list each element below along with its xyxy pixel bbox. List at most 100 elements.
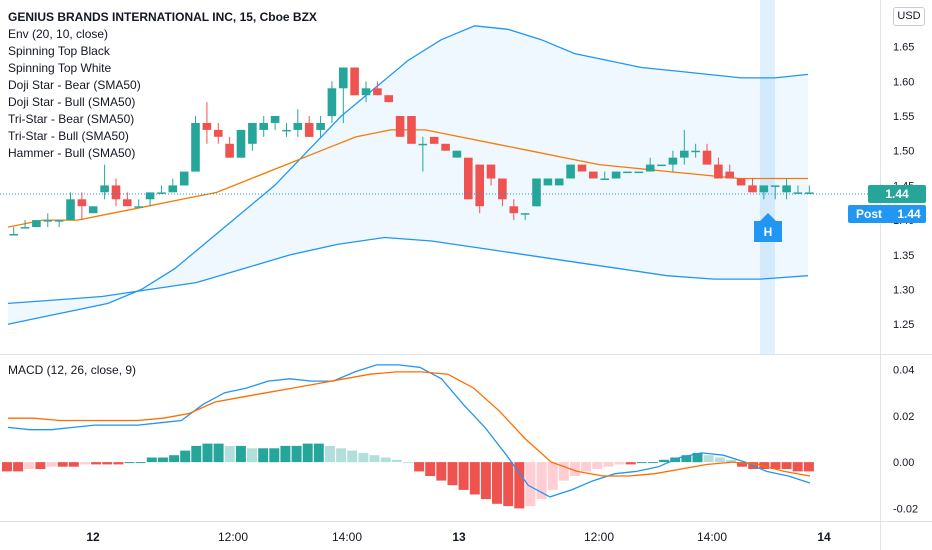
legend-doji-star-bear[interactable]: Doji Star - Bear (SMA50)	[8, 78, 141, 92]
macd-histogram-bar	[169, 455, 180, 463]
hammer-marker-label: H	[764, 225, 773, 239]
candle-body	[384, 95, 393, 103]
candle-body	[509, 206, 519, 214]
macd-histogram-bar	[347, 450, 358, 463]
macd-histogram-bar	[659, 459, 670, 463]
macd-histogram-bar	[725, 459, 736, 463]
candle-body	[123, 199, 132, 207]
signal-line	[8, 371, 811, 477]
candle-body	[179, 171, 189, 186]
candle-body	[748, 185, 757, 193]
legend-spinning-top-white[interactable]: Spinning Top White	[8, 61, 112, 75]
candle-body	[259, 123, 268, 130]
macd-histogram-bar	[258, 448, 269, 463]
macd-histogram-bar	[202, 443, 213, 463]
hammer-marker[interactable]: H	[754, 213, 782, 242]
macd-histogram-bar	[436, 462, 447, 481]
legend-spinning-top-black[interactable]: Spinning Top Black	[8, 44, 110, 58]
time-tick-label: 14:00	[697, 530, 727, 544]
macd-histogram-bar	[135, 462, 146, 464]
macd-histogram-bar	[469, 462, 480, 495]
macd-histogram-bar	[592, 462, 603, 469]
macd-histogram-bar	[68, 462, 79, 467]
candle-body	[793, 192, 803, 194]
candle-body	[361, 88, 371, 96]
candle-body	[9, 234, 18, 236]
macd-histogram-bar	[681, 455, 692, 463]
candle-body	[589, 171, 598, 179]
macd-histogram-bar	[191, 445, 202, 463]
macd-legend[interactable]: MACD (12, 26, close, 9)	[8, 363, 137, 377]
price-tick-label: 1.65	[893, 42, 914, 54]
macd-histogram-bar	[647, 462, 658, 464]
legend-envelope[interactable]: Env (20, 10, close)	[8, 27, 109, 41]
macd-histogram-bar	[213, 443, 224, 463]
candle-body	[770, 185, 780, 187]
macd-axis[interactable]: -0.02 0.00 0.02 0.04	[893, 365, 918, 516]
macd-histogram-bar	[124, 462, 135, 464]
candle-body	[327, 88, 337, 117]
candle-body	[702, 150, 712, 165]
macd-histogram-bar	[480, 462, 491, 500]
time-tick-label: 14:00	[332, 530, 362, 544]
macd-histogram-bar	[714, 457, 725, 463]
candle-body	[293, 123, 303, 130]
candle-body	[498, 178, 507, 200]
price-tick-label: 1.55	[893, 111, 914, 123]
macd-histogram-bar	[614, 462, 625, 465]
macd-histogram-bar	[157, 457, 168, 463]
candle-body	[66, 199, 75, 221]
candle-body	[532, 178, 541, 207]
macd-histogram-bar	[536, 462, 547, 500]
candle-body	[111, 185, 121, 200]
macd-histogram-bar	[803, 462, 814, 472]
legend-doji-star-bull[interactable]: Doji Star - Bull (SMA50)	[8, 95, 136, 109]
macd-histogram-bar	[792, 462, 803, 472]
time-tick-label: 12:00	[584, 530, 614, 544]
macd-histogram-bar	[458, 462, 469, 490]
macd-histogram-bar	[325, 445, 335, 463]
symbol-title[interactable]: GENIUS BRANDS INTERNATIONAL INC, 15, Cbo…	[8, 10, 317, 24]
candle-body	[668, 157, 678, 165]
candle-body	[20, 227, 30, 229]
currency-button[interactable]: USD	[893, 7, 925, 26]
candle-body	[577, 164, 587, 172]
macd-histogram-bar	[692, 452, 703, 463]
post-label: Post	[856, 207, 882, 221]
macd-histogram-bar	[13, 462, 24, 472]
candle-body	[54, 220, 64, 222]
candle-body	[168, 185, 178, 193]
macd-histogram-bar	[514, 462, 525, 509]
hammer-marker-shape	[754, 213, 782, 242]
envelope-lower-line	[7, 236, 809, 305]
candle-body	[429, 136, 439, 144]
time-tick-label: 13	[452, 530, 466, 544]
candle-body	[600, 178, 609, 180]
macd-tick-label: -0.02	[893, 503, 918, 515]
candle-body	[520, 213, 530, 215]
macd-histogram-bar	[770, 462, 781, 469]
candle-body	[395, 116, 405, 137]
candle-body	[452, 150, 462, 158]
price-tick-label: 1.50	[893, 146, 914, 158]
time-axis[interactable]: 12 12:00 14:00 13 12:00 14:00 14	[86, 530, 831, 544]
candle-body	[441, 143, 450, 151]
macd-histogram-bar	[358, 452, 369, 463]
candle-body	[270, 116, 280, 123]
candle-body	[464, 157, 473, 200]
legend-tri-star-bear[interactable]: Tri-Star - Bear (SMA50)	[8, 112, 135, 126]
candle-body	[100, 185, 109, 193]
macd-histogram-bar	[492, 462, 502, 504]
candle-body	[134, 206, 143, 208]
legend-hammer-bull[interactable]: Hammer - Bull (SMA50)	[8, 146, 136, 160]
candle-body	[282, 129, 291, 132]
macd-histogram-bar	[336, 448, 347, 463]
macd-line	[7, 364, 811, 498]
price-tick-label: 1.25	[893, 319, 914, 331]
macd-tick-label: 0.00	[893, 457, 914, 469]
candle-body	[339, 67, 348, 89]
post-price-badge	[848, 205, 926, 223]
legend-tri-star-bull[interactable]: Tri-Star - Bull (SMA50)	[8, 129, 129, 143]
candle-body	[714, 164, 723, 179]
